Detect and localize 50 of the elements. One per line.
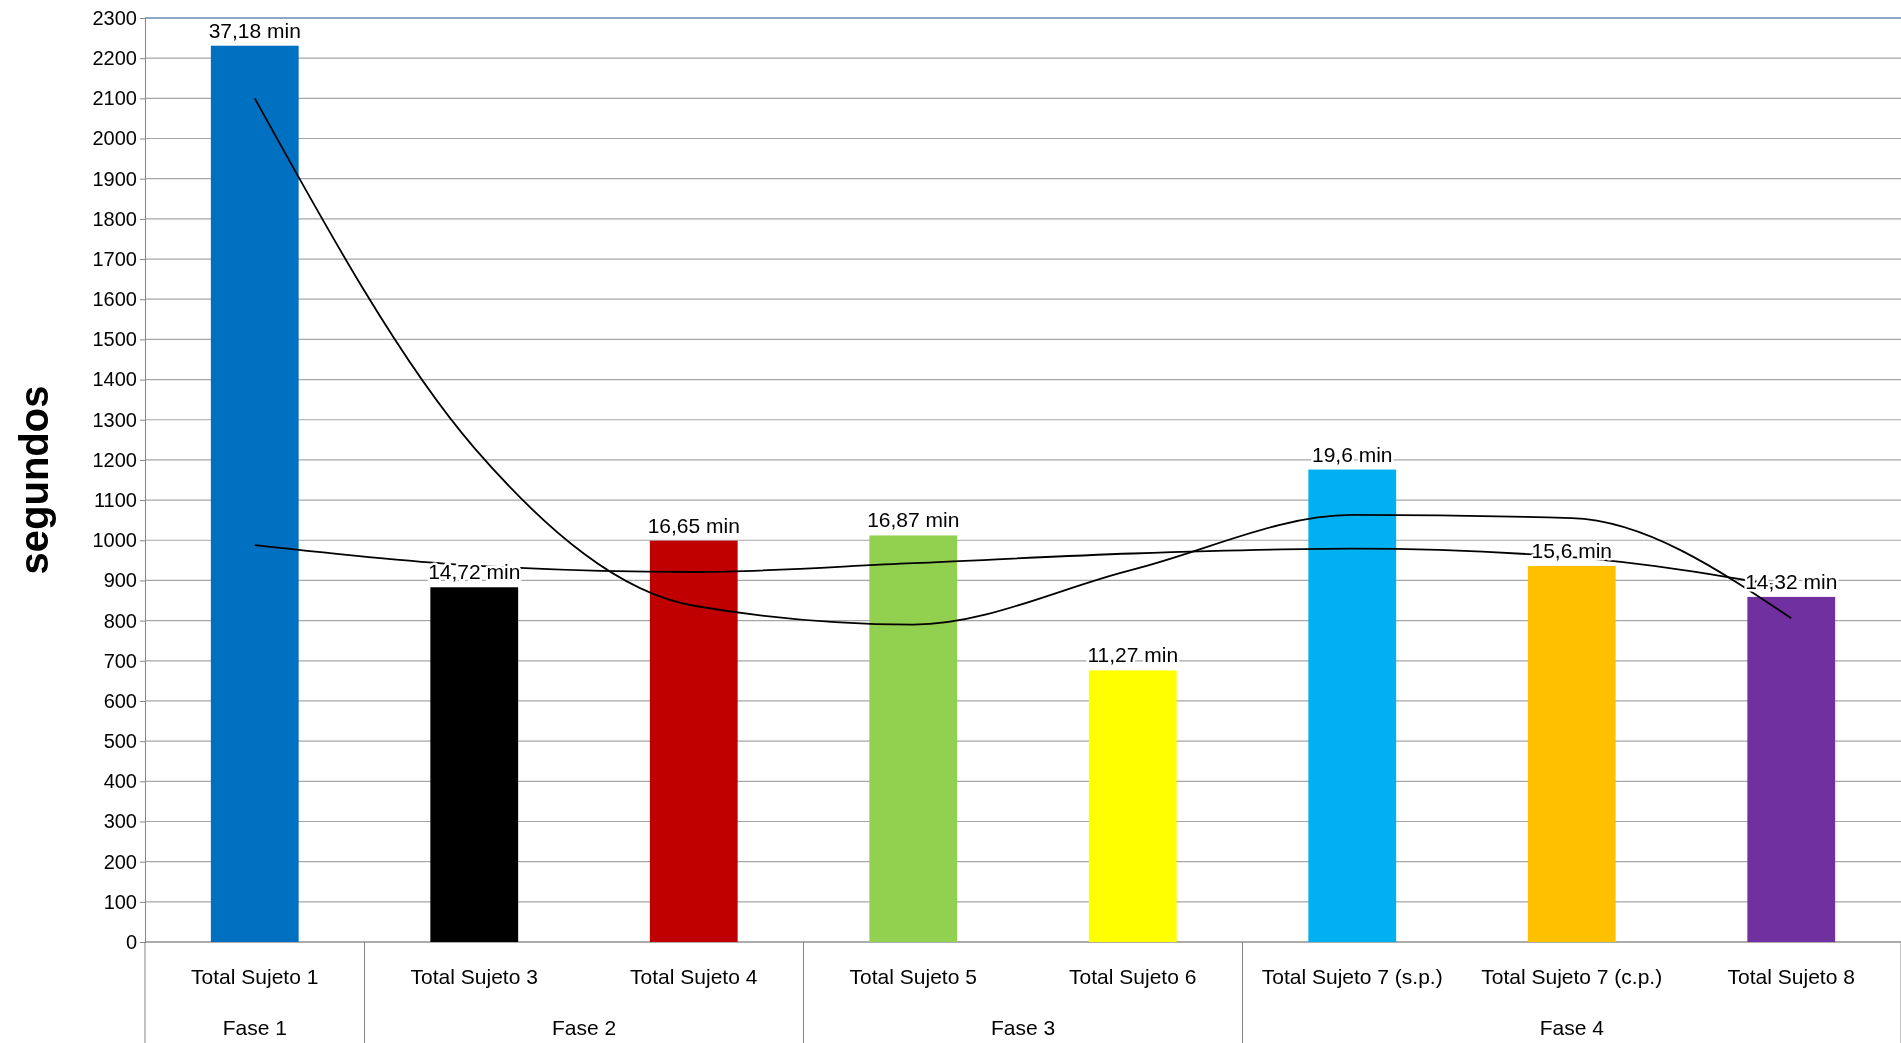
annotation: 11,27 min: [1087, 643, 1179, 667]
text: Fase 3: [990, 1016, 1056, 1039]
y-tick-label: 1100: [93, 488, 137, 511]
text: Fase 4: [1539, 1016, 1605, 1039]
x-tick-label: Total Sujeto 7 (s.p.): [1261, 965, 1443, 988]
bar: [1747, 596, 1836, 942]
y-tick-label: 1000: [92, 529, 137, 552]
x-tick-label: Total Sujeto 6: [1069, 965, 1197, 988]
y-tick-label: 200: [103, 850, 137, 873]
y-tick-label: 2300: [92, 6, 137, 29]
x-tick-label: Total Sujeto 3: [410, 965, 538, 988]
bar: [869, 535, 958, 942]
bar: [649, 540, 738, 942]
bar: [1308, 469, 1397, 942]
bar: [1527, 565, 1616, 942]
y-tick-label: 500: [103, 730, 137, 753]
y-tick-label: 2200: [92, 47, 137, 70]
y-tick-label: 900: [103, 569, 137, 592]
y-axis-title: segundos: [12, 385, 56, 575]
y-tick-label: 1400: [92, 368, 137, 391]
text: Fase 1: [222, 1016, 287, 1039]
y-tick-label: 800: [103, 609, 137, 632]
y-tick-label: 0: [125, 930, 137, 953]
bar: [1088, 670, 1177, 942]
y-tick-label: 1300: [92, 408, 137, 431]
y-tick-label: 400: [103, 770, 137, 793]
y-tick-label: 1700: [92, 247, 137, 270]
y-tick-label: 1200: [92, 448, 137, 471]
annotation: 37,18 min: [208, 18, 301, 42]
y-tick-label: 1800: [92, 207, 137, 230]
x-tick-label: Total Sujeto 8: [1727, 965, 1855, 988]
y-tick-label: 600: [103, 689, 137, 712]
annotation: 16,87 min: [867, 508, 960, 532]
x-tick-label: Total Sujeto 1: [191, 965, 319, 988]
bar: [430, 587, 519, 942]
annotation: 16,65 min: [647, 513, 740, 537]
text: Fase 2: [551, 1016, 617, 1039]
x-tick-label: Total Sujeto 5: [849, 965, 977, 988]
x-tick-label: Total Sujeto 7 (c.p.): [1481, 965, 1663, 988]
y-tick-label: 1900: [92, 167, 137, 190]
y-tick-label: 700: [103, 649, 137, 672]
annotation: 19,6 min: [1311, 442, 1393, 466]
bar: [210, 45, 299, 942]
y-tick-label: 300: [103, 810, 137, 833]
y-tick-label: 2100: [92, 87, 137, 110]
x-tick-label: Total Sujeto 4: [630, 965, 758, 988]
y-tick-label: 100: [103, 890, 137, 913]
y-tick-label: 1500: [92, 328, 137, 351]
y-tick-label: 1600: [92, 288, 137, 311]
y-tick-label: 2000: [92, 127, 137, 150]
